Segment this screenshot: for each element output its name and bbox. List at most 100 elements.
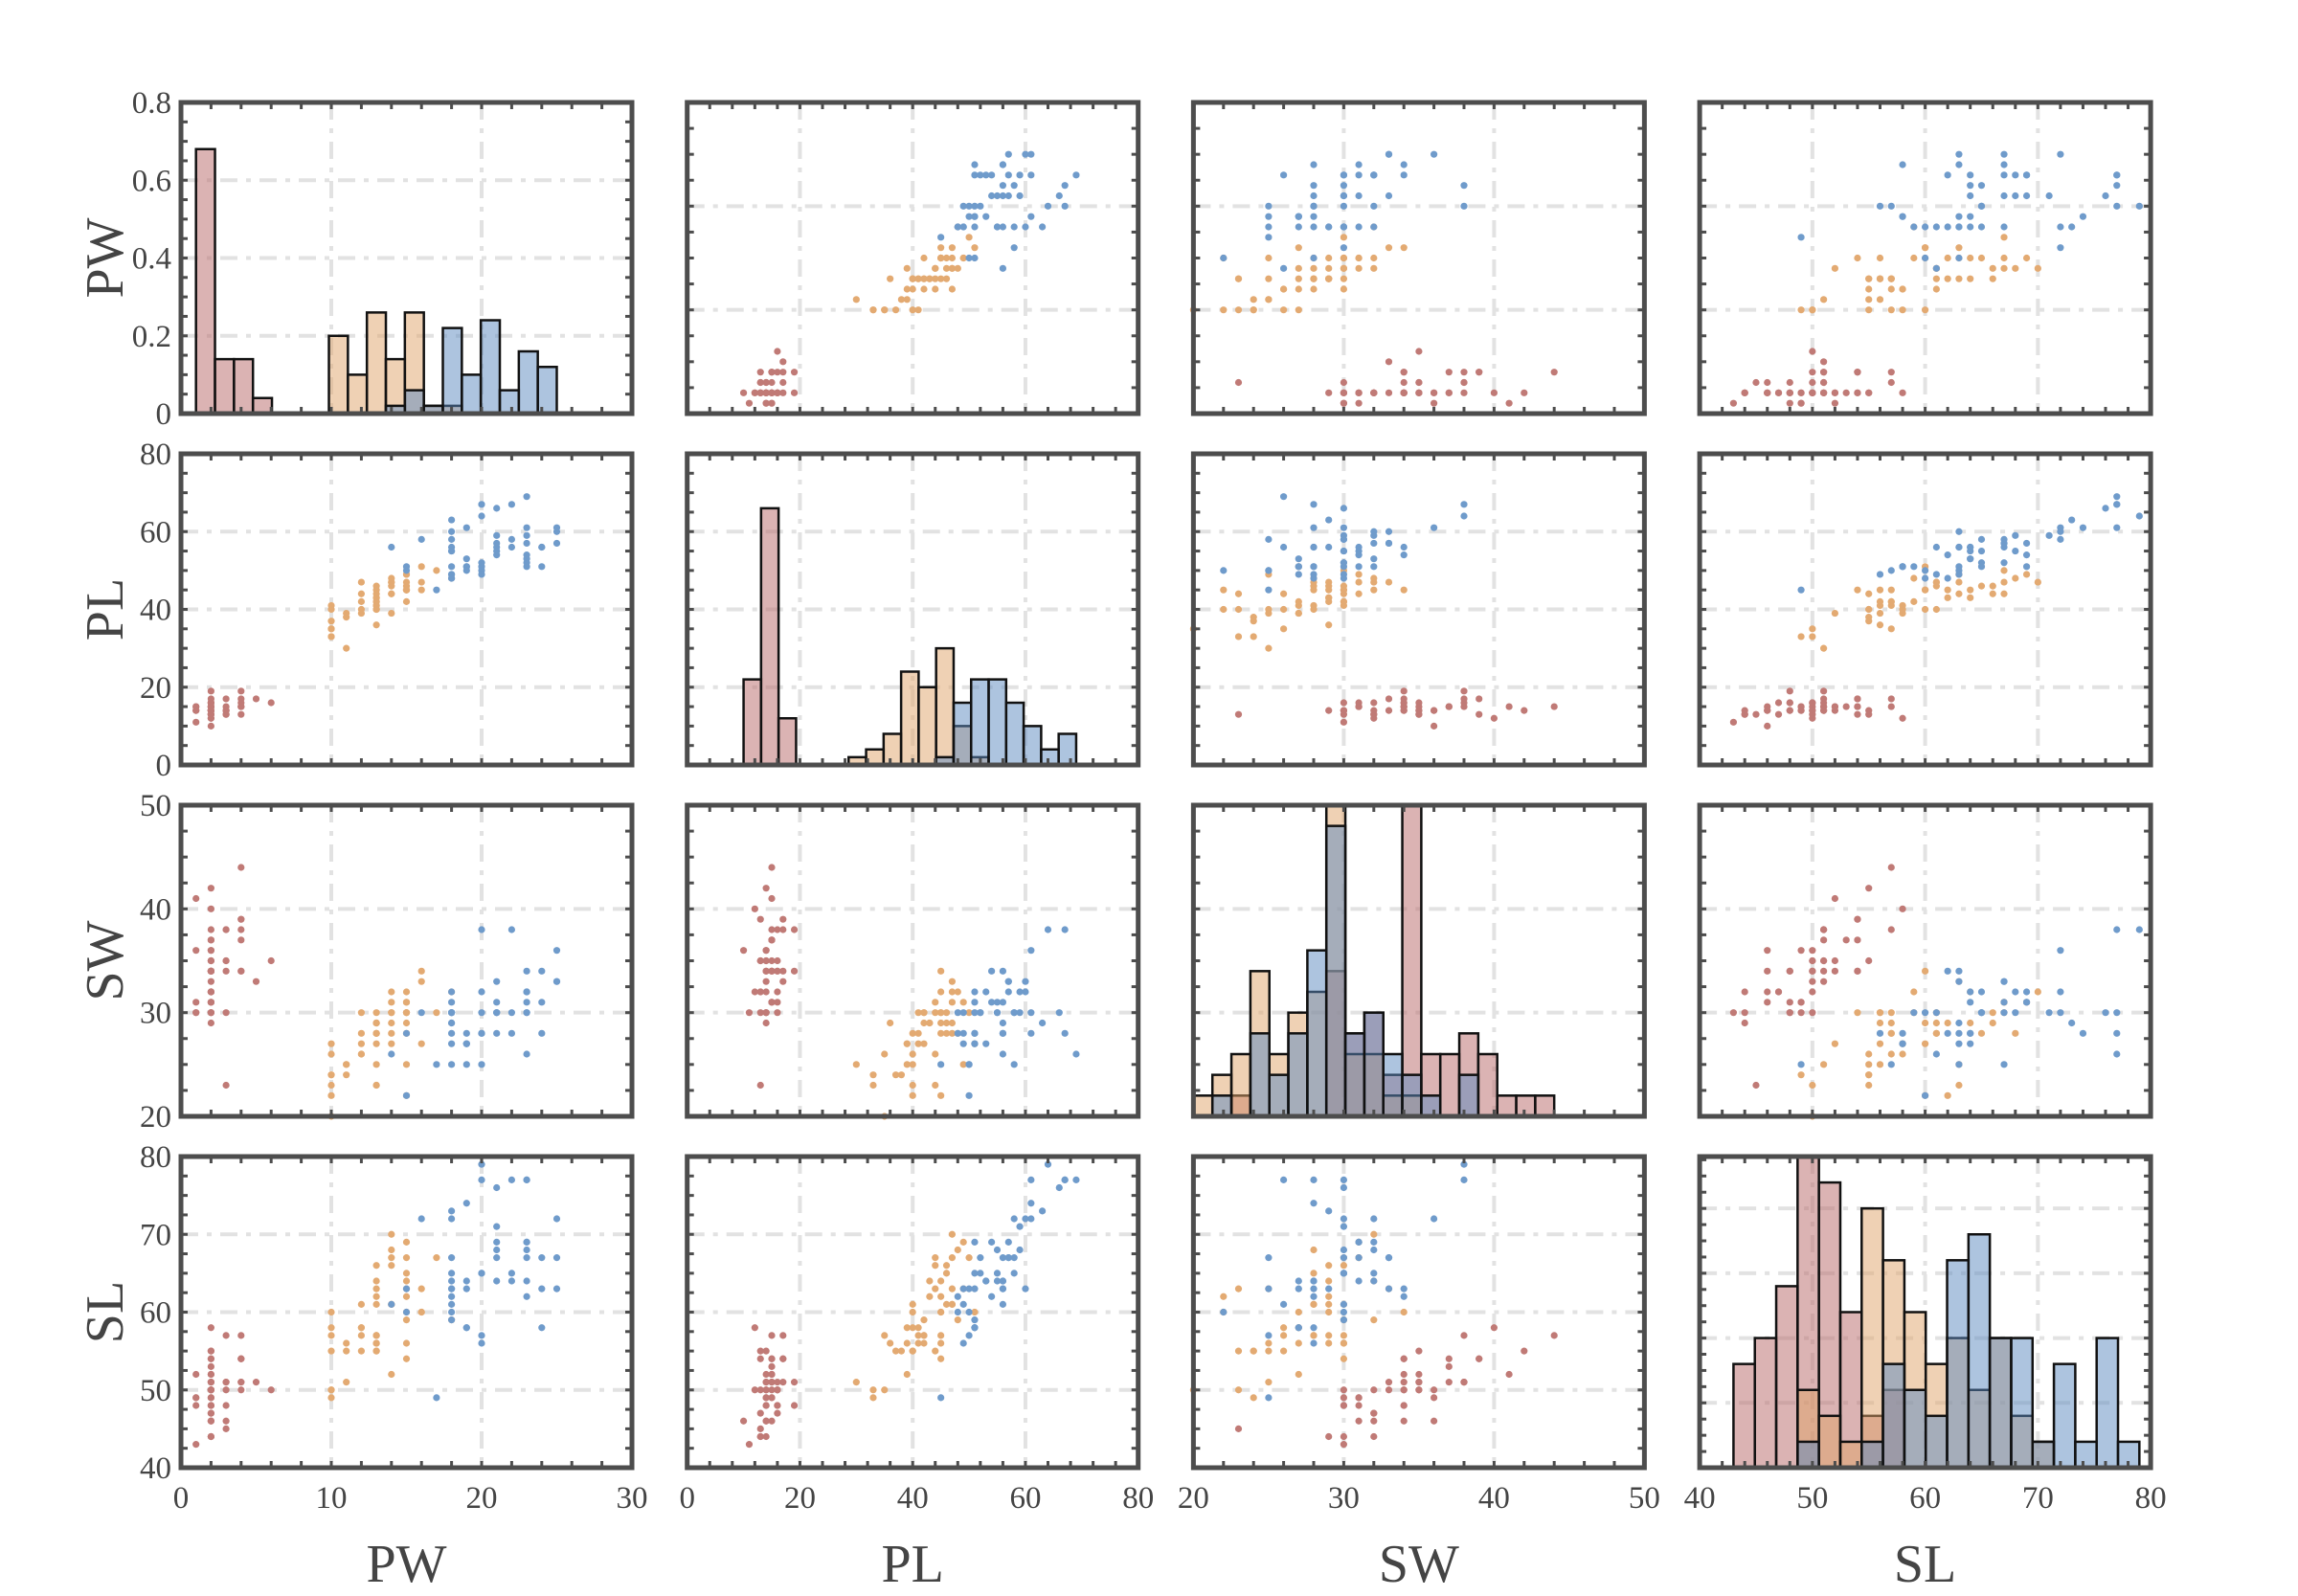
scatter-point xyxy=(762,885,770,892)
scatter-point xyxy=(1385,1285,1393,1293)
scatter-point xyxy=(2079,213,2087,220)
scatter-point xyxy=(192,707,200,714)
scatter-point xyxy=(774,369,781,376)
scatter-point xyxy=(327,1332,335,1339)
scatter-point xyxy=(2012,1029,2019,1037)
scatter-point xyxy=(1325,1207,1333,1215)
scatter-point xyxy=(1370,707,1378,714)
scatter-point xyxy=(1865,285,1873,293)
scatter-point xyxy=(2057,988,2064,996)
scatter-point xyxy=(222,1081,230,1090)
scatter-point xyxy=(1400,244,1408,252)
scatter-point xyxy=(327,1324,335,1332)
scatter-point xyxy=(1027,150,1035,158)
scatter-point xyxy=(1016,1246,1024,1254)
scatter-point xyxy=(790,1379,799,1386)
scatter-point xyxy=(971,1285,979,1293)
scatter-point xyxy=(192,894,200,903)
scatter-point xyxy=(959,254,967,262)
scatter-point xyxy=(897,1071,906,1079)
scatter-point xyxy=(959,202,967,210)
histogram-bar xyxy=(882,732,903,767)
scatter-point xyxy=(493,1029,501,1037)
scatter-point xyxy=(267,956,275,965)
scatter-point xyxy=(1741,710,1748,718)
scatter-point xyxy=(954,988,961,996)
scatter-point xyxy=(971,988,979,996)
scatter-point xyxy=(1944,551,1951,559)
histogram-bar xyxy=(1343,1032,1366,1118)
scatter-point xyxy=(937,1277,945,1285)
scatter-point xyxy=(207,1402,214,1409)
scatter-point xyxy=(2045,191,2053,200)
scatter-point xyxy=(1764,722,1771,730)
scatter-point xyxy=(1265,1339,1273,1347)
y-tick-label: 60 xyxy=(140,1296,171,1331)
scatter-point xyxy=(1325,621,1333,629)
scatter-point xyxy=(1370,1270,1378,1277)
x-axis-label: PL xyxy=(882,1535,944,1594)
scatter-point xyxy=(1400,1402,1408,1409)
scatter-point xyxy=(909,1324,916,1332)
scatter-point xyxy=(1922,574,1929,582)
histogram-bar xyxy=(1774,1285,1799,1470)
scatter-point xyxy=(942,275,951,282)
scatter-point xyxy=(1887,567,1895,574)
scatter-point xyxy=(237,1386,245,1394)
panel-SW-vs-PW xyxy=(178,802,635,1120)
scatter-point xyxy=(1989,1019,1996,1027)
scatter-point xyxy=(343,1347,350,1355)
scatter-point xyxy=(1385,150,1393,158)
scatter-point xyxy=(1340,264,1347,272)
scatter-point xyxy=(402,1316,411,1324)
scatter-point xyxy=(1280,1324,1288,1332)
scatter-point xyxy=(1400,703,1408,710)
scatter-point xyxy=(756,915,764,923)
scatter-point xyxy=(751,389,758,396)
scatter-point xyxy=(372,594,380,601)
scatter-point xyxy=(417,1040,425,1047)
scatter-point xyxy=(448,516,456,524)
scatter-point xyxy=(959,1029,967,1037)
scatter-point xyxy=(1460,512,1468,520)
scatter-point xyxy=(751,988,758,996)
scatter-point xyxy=(523,531,530,539)
scatter-point xyxy=(1944,1019,1951,1027)
scatter-point xyxy=(192,999,200,1006)
scatter-point xyxy=(448,1040,456,1047)
scatter-point xyxy=(1865,710,1873,718)
scatter-point xyxy=(790,1402,799,1409)
scatter-point xyxy=(779,926,787,933)
scatter-point xyxy=(971,213,979,220)
scatter-point xyxy=(756,389,764,396)
scatter-point xyxy=(207,885,214,892)
scatter-point xyxy=(2034,988,2041,996)
scatter-point xyxy=(768,1386,776,1394)
scatter-point xyxy=(909,275,916,282)
scatter-point xyxy=(2012,547,2019,555)
scatter-point xyxy=(448,999,456,1006)
scatter-point xyxy=(1340,563,1347,571)
scatter-point xyxy=(1310,264,1318,272)
scatter-point xyxy=(417,578,425,586)
scatter-point xyxy=(1265,644,1273,652)
x-tick-label: 20 xyxy=(466,1481,498,1516)
y-tick-label: 30 xyxy=(140,997,171,1031)
scatter-point xyxy=(762,1019,770,1027)
scatter-point xyxy=(1786,999,1793,1006)
scatter-point xyxy=(954,1009,961,1017)
scatter-point xyxy=(1295,244,1302,252)
scatter-point xyxy=(372,601,380,610)
scatter-point xyxy=(1010,1009,1018,1017)
scatter-point xyxy=(538,1285,546,1293)
scatter-point xyxy=(779,378,787,387)
scatter-point xyxy=(1340,191,1347,200)
scatter-point xyxy=(1295,609,1302,618)
scatter-point xyxy=(1842,703,1850,710)
scatter-point xyxy=(937,1308,945,1316)
scatter-point xyxy=(988,1238,996,1246)
scatter-point xyxy=(779,915,787,923)
scatter-point xyxy=(1887,1050,1895,1058)
scatter-point xyxy=(1220,306,1228,314)
scatter-point xyxy=(1460,389,1468,396)
